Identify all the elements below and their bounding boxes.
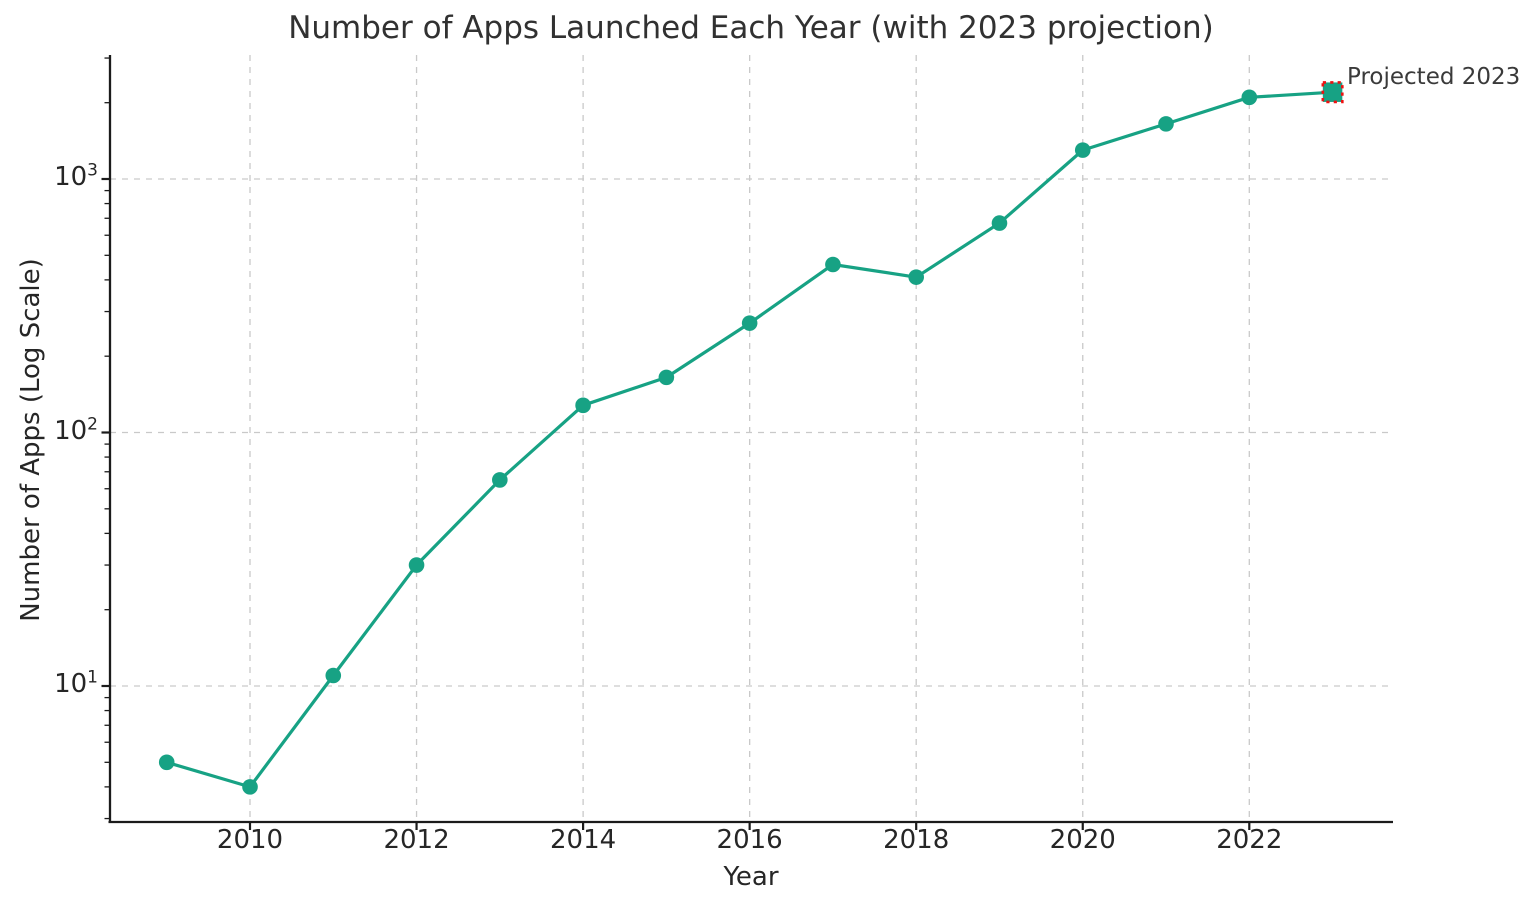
y-tick-label-100: 102 [54, 413, 98, 446]
data-point-2012 [408, 557, 425, 573]
y-tick-label-10: 101 [54, 667, 98, 699]
data-point-2013 [492, 472, 508, 488]
projected-data-point-2023 [1321, 81, 1344, 104]
y-tick-label-1000: 103 [54, 160, 98, 192]
data-point-2017 [825, 256, 841, 273]
projection-annotation-label: Projected 2023 [1347, 64, 1521, 90]
data-point-2010 [242, 779, 258, 795]
data-point-2014 [575, 397, 591, 414]
x-tick-label-2012: 2012 [383, 825, 450, 855]
x-tick-label-2018: 2018 [883, 825, 950, 855]
data-point-2021 [1158, 116, 1174, 132]
x-tick-label-2020: 2020 [1049, 825, 1116, 855]
data-point-2016 [741, 315, 758, 331]
data-point-2019 [991, 215, 1008, 231]
chart-title: Number of Apps Launched Each Year (with … [288, 10, 1214, 46]
data-point-2022 [1241, 89, 1258, 106]
data-point-2011 [325, 667, 342, 684]
data-point-2018 [908, 269, 924, 285]
x-axis-label: Year [723, 862, 779, 892]
x-tick-label-2016: 2016 [716, 825, 783, 855]
x-tick-label-2010: 2010 [216, 825, 284, 855]
data-point-2020 [1074, 142, 1091, 158]
x-tick-label-2022: 2022 [1216, 825, 1283, 855]
data-point-2015 [658, 369, 675, 386]
x-tick-label-2014: 2014 [550, 825, 617, 855]
data-point-2009 [158, 754, 175, 771]
